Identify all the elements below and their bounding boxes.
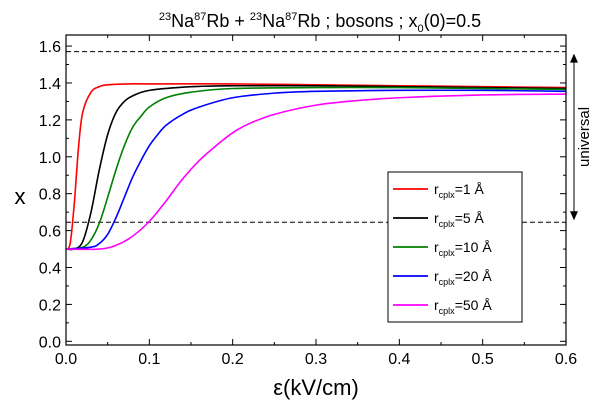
universal-arrow-head-top: [570, 53, 578, 63]
universal-label: universal: [576, 107, 593, 167]
x-tick-label: 0.0: [55, 351, 77, 368]
series-line-2: [65, 86, 567, 250]
universal-annotation: universal: [570, 53, 593, 221]
series-lines: [65, 83, 567, 251]
x-tick-label: 0.5: [472, 351, 494, 368]
y-tick-label: 1.6: [39, 39, 61, 56]
y-tick-label: 1.0: [39, 150, 61, 167]
x-tick-label: 0.2: [222, 351, 244, 368]
x-tick-label: 0.4: [388, 351, 410, 368]
y-tick-label: 0.0: [39, 334, 61, 351]
x-tick-label: 0.3: [305, 351, 327, 368]
legend-label-3: rcplx=20 Å: [434, 268, 492, 287]
plot-frame: [65, 34, 567, 346]
legend-label-0: rcplx=1 Å: [434, 181, 485, 200]
legend: rcplx=1 Å rcplx=5 Å rcplx=10 Å rcplx=20 Å rc…: [387, 171, 523, 323]
y-tick-label: 0.8: [39, 187, 61, 204]
legend-label-1: rcplx=5 Å: [434, 210, 485, 229]
series-line-0: [65, 83, 567, 250]
chart-title: 23Na87Rb + 23Na87Rb ; bosons ; x0(0)=0.5: [159, 11, 481, 35]
series-line-3: [65, 89, 567, 250]
x-tick-label: 0.6: [555, 351, 577, 368]
legend-label-4: rcplx=50 Å: [434, 297, 492, 316]
y-tick-label: 1.4: [39, 76, 61, 93]
x-tick-label: 0.1: [138, 351, 160, 368]
y-axis-label: x: [15, 184, 26, 209]
y-tick-label: 1.2: [39, 113, 61, 130]
axis-ticks: 0.0 0.1 0.2 0.3 0.4 0.5 0.6 0.0 0.2 0.4 0.6 0.8 1.0 1…: [39, 35, 577, 368]
series-line-1: [65, 84, 567, 251]
universal-arrow-head-bottom: [570, 211, 578, 221]
x-axis-label: ε(kV/cm): [273, 375, 359, 400]
y-tick-label: 0.4: [39, 261, 61, 278]
y-tick-label: 0.2: [39, 297, 61, 314]
series-line-4: [65, 93, 567, 251]
legend-label-2: rcplx=10 Å: [434, 239, 492, 258]
y-tick-label: 0.6: [39, 224, 61, 241]
